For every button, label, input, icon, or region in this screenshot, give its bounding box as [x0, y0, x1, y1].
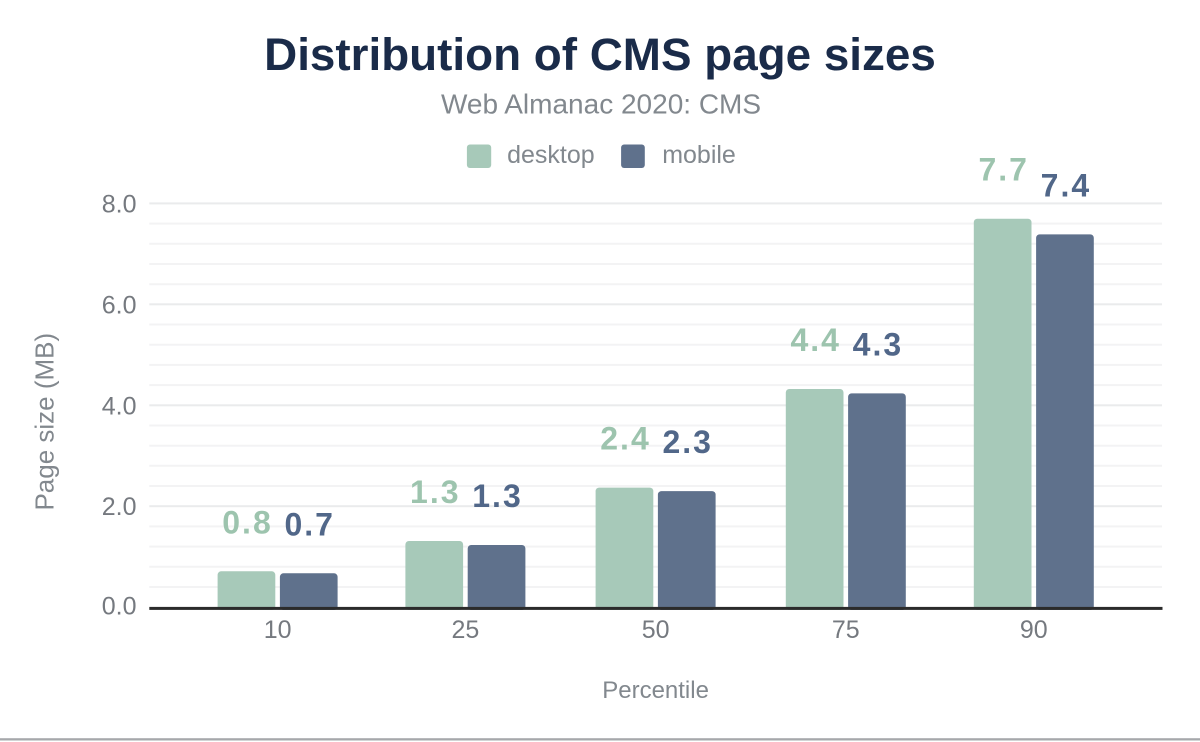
- svg-text:7.7: 7.7: [978, 152, 1028, 188]
- svg-text:2.4: 2.4: [600, 421, 650, 457]
- svg-text:Web Almanac 2020: CMS: Web Almanac 2020: CMS: [441, 89, 761, 120]
- svg-text:Percentile: Percentile: [602, 677, 709, 704]
- svg-text:90: 90: [1020, 616, 1048, 644]
- svg-text:50: 50: [642, 616, 670, 644]
- svg-text:6.0: 6.0: [102, 291, 137, 319]
- svg-text:1.3: 1.3: [472, 478, 522, 514]
- svg-text:10: 10: [264, 616, 292, 644]
- svg-text:25: 25: [451, 616, 479, 644]
- svg-text:Distribution of CMS page sizes: Distribution of CMS page sizes: [264, 29, 936, 80]
- svg-text:7.4: 7.4: [1041, 167, 1091, 203]
- svg-text:8.0: 8.0: [102, 190, 137, 218]
- svg-text:2.0: 2.0: [102, 493, 137, 521]
- svg-text:4.3: 4.3: [853, 326, 903, 362]
- svg-text:mobile: mobile: [662, 141, 736, 169]
- svg-text:Page size (MB): Page size (MB): [30, 333, 60, 511]
- svg-text:0.7: 0.7: [284, 506, 334, 542]
- svg-text:75: 75: [832, 616, 860, 644]
- svg-text:desktop: desktop: [507, 141, 595, 169]
- svg-text:2.3: 2.3: [662, 424, 712, 460]
- svg-text:1.3: 1.3: [410, 474, 460, 510]
- svg-text:0.8: 0.8: [222, 504, 272, 540]
- svg-text:0.0: 0.0: [102, 593, 137, 621]
- svg-text:4.4: 4.4: [790, 322, 840, 358]
- svg-text:4.0: 4.0: [102, 392, 137, 420]
